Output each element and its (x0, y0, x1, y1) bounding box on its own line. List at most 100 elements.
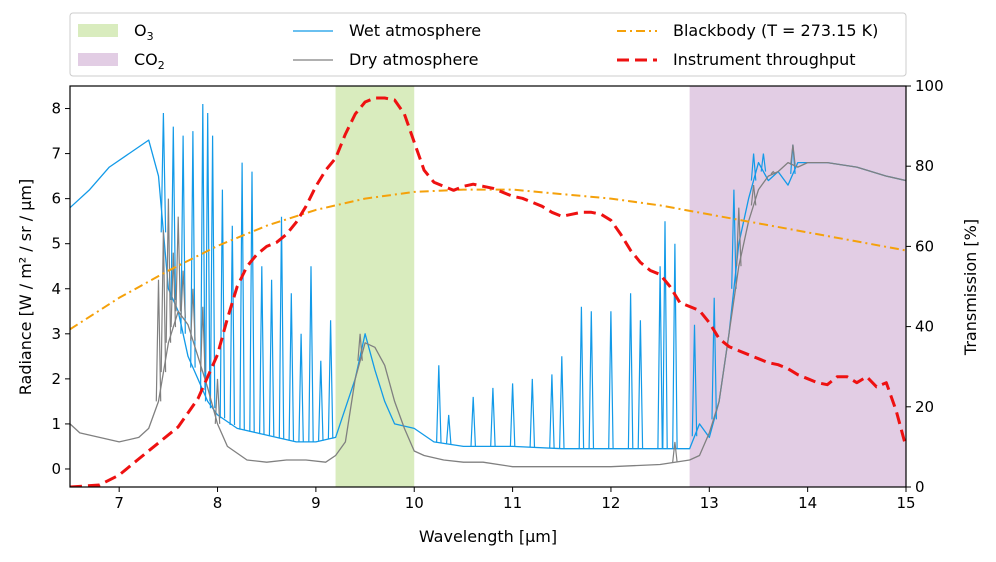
series-spike-0-36 (711, 297, 717, 420)
series-spike-0-21 (470, 396, 476, 447)
y-axis-label-right: Transmission [%] (961, 219, 980, 356)
series-spike-0-2 (180, 135, 186, 334)
series-spike-1-4 (175, 216, 181, 312)
y-right-tick-label: 80 (915, 157, 934, 175)
series-line-0 (70, 139, 906, 450)
series-spike-0-10 (249, 171, 255, 432)
y-left-tick-label: 1 (51, 415, 61, 433)
legend-label: Instrument throughput (673, 50, 856, 69)
x-tick-label: 11 (503, 494, 522, 512)
plot-frame (69, 85, 907, 488)
series-spike-0-17 (318, 360, 324, 441)
x-tick-label: 12 (601, 494, 620, 512)
series-spike-0-39 (760, 153, 767, 172)
legend-item: O3 (78, 21, 154, 43)
legend-swatch (78, 53, 118, 66)
y-right-tick-label: 0 (915, 478, 925, 496)
x-tick-label: 10 (405, 494, 424, 512)
series-spike-0-38 (750, 153, 757, 181)
legend-label: O3 (134, 21, 154, 43)
series-spike-0-34 (672, 243, 678, 449)
x-tick-label: 15 (896, 494, 915, 512)
x-tick-label: 8 (213, 494, 223, 512)
series-spike-0-28 (588, 311, 595, 449)
series-spike-0-14 (288, 293, 295, 441)
series-line-1 (70, 161, 906, 468)
y-left-tick-label: 0 (51, 460, 61, 478)
y-left-tick-label: 2 (51, 370, 61, 388)
legend-label: Wet atmosphere (349, 21, 481, 40)
series-spike-1-8 (214, 378, 221, 424)
series-spike-0-24 (529, 378, 536, 448)
series-spike-0-5 (204, 112, 211, 402)
y-left-tick-label: 5 (51, 235, 61, 253)
legend-item: CO2 (78, 50, 165, 72)
legend-item: Instrument throughput (617, 50, 856, 69)
series-line-2 (70, 188, 906, 331)
series-spike-0-11 (259, 266, 265, 435)
x-axis-label: Wavelength [µm] (419, 527, 557, 546)
series-spike-1-12 (750, 185, 757, 206)
highlight-bands (335, 86, 906, 487)
plot-lines (70, 96, 906, 487)
series-spike-1-2 (165, 198, 172, 343)
series-spike-0-16 (308, 266, 314, 442)
series-spike-1-13 (770, 170, 776, 175)
series-spike-0-18 (327, 320, 334, 439)
series-spike-0-22 (490, 387, 496, 447)
series-spike-1-0 (155, 279, 162, 402)
legend-label: CO2 (134, 50, 165, 72)
series-spike-1-9 (357, 333, 363, 361)
y-left-tick-label: 6 (51, 190, 61, 208)
x-tick-label: 13 (700, 494, 719, 512)
series-spike-1-1 (160, 230, 167, 373)
series-spike-1-11 (736, 207, 742, 267)
series-spike-0-8 (229, 225, 236, 426)
series-spike-0-19 (436, 365, 442, 443)
legend: O3 Wet atmosphere Blackbody (T = 273.15 K)… (69, 12, 907, 77)
legend-item: Blackbody (T = 273.15 K) (617, 21, 878, 40)
series-spike-0-29 (608, 311, 614, 449)
y-left-tick-label: 8 (51, 100, 61, 118)
series-spike-0-13 (278, 216, 285, 439)
y-right-tick-label: 40 (915, 318, 934, 336)
series-spike-0-4 (200, 103, 206, 391)
x-tick-label: 9 (311, 494, 321, 512)
series-spike-0-32 (657, 266, 663, 449)
x-tick-label: 7 (114, 494, 124, 512)
series-spike-0-35 (691, 324, 698, 437)
x-tick-label: 14 (798, 494, 817, 512)
y-left-tick-label: 7 (51, 145, 61, 163)
series-spike-0-0 (160, 112, 167, 233)
band-co2 (689, 86, 906, 487)
series-spike-1-14 (790, 144, 796, 165)
series-spike-0-37 (731, 189, 737, 289)
legend-label: Blackbody (T = 273.15 K) (673, 21, 878, 40)
legend-label: Dry atmosphere (349, 50, 478, 69)
legend-item: Wet atmosphere (293, 21, 481, 40)
series-spike-1-7 (200, 306, 206, 373)
series-line-3 (70, 96, 906, 487)
y-right-tick-label: 60 (915, 237, 934, 255)
y-axis-label-left: Radiance [W / m² / sr / µm] (16, 179, 35, 396)
series-spike-0-30 (627, 293, 634, 449)
y-left-tick-label: 4 (51, 280, 61, 298)
series-spike-0-25 (549, 374, 555, 449)
legend-swatch (78, 24, 118, 37)
series-spike-0-1 (170, 126, 177, 301)
series-spike-0-27 (578, 306, 585, 449)
series-spike-0-7 (219, 189, 226, 419)
series-spike-0-26 (559, 356, 565, 449)
series-spike-0-15 (298, 333, 304, 442)
series-spike-1-3 (170, 252, 177, 328)
y-left-tick-label: 3 (51, 325, 61, 343)
series-spike-1-6 (190, 288, 196, 341)
series-spike-0-9 (239, 162, 245, 430)
series-spike-0-6 (209, 135, 216, 409)
legend-item: Dry atmosphere (293, 50, 478, 69)
series-spike-1-5 (180, 270, 186, 319)
y-right-tick-label: 100 (915, 77, 944, 95)
series-spike-0-33 (662, 221, 668, 449)
